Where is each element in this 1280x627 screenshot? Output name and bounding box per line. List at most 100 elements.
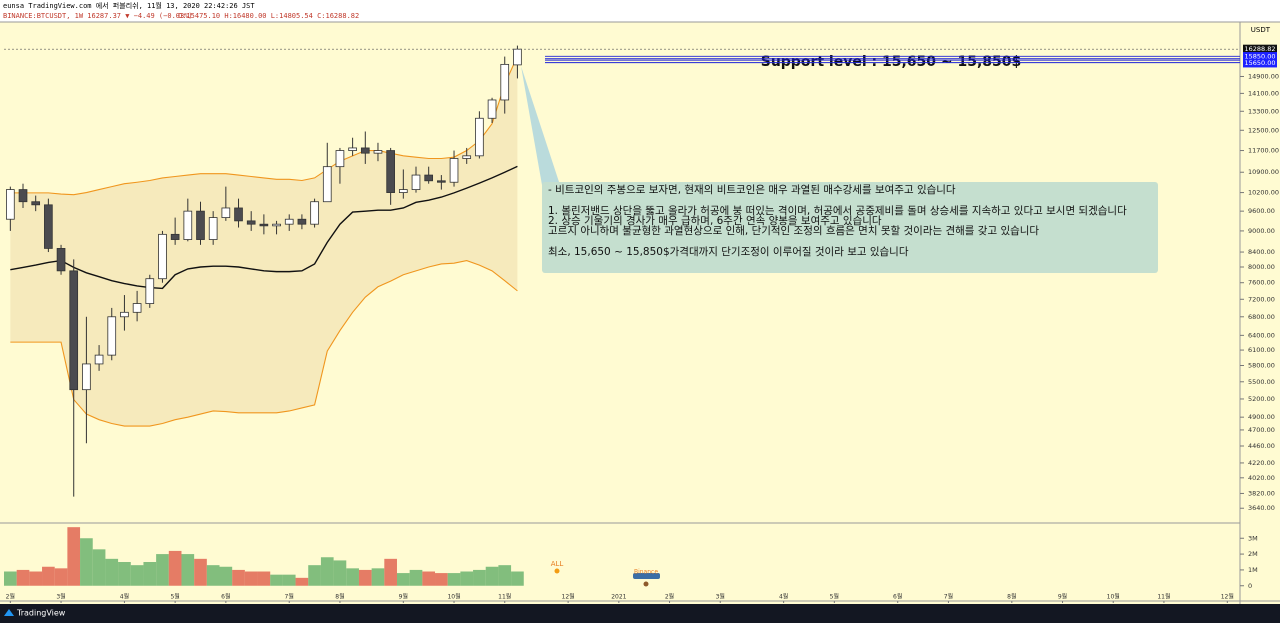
volume-bar [333, 560, 347, 586]
volume-bar [498, 565, 512, 586]
price-label-bg [1243, 52, 1277, 62]
marker-badge [633, 573, 660, 579]
x-tick-label: 7월 [285, 593, 294, 601]
candle-body [234, 207, 243, 222]
x-tick-label: 2021 [611, 594, 626, 601]
support-label: Support level : 15,650 ~ 15,850$ [761, 54, 1022, 70]
x-tick-label: 11월 [498, 593, 511, 601]
candle-body [487, 99, 497, 119]
candle-body [132, 303, 142, 313]
y-tick-label: 11700.00 [1248, 147, 1279, 155]
x-tick-label: 2월 [665, 593, 674, 601]
candle-body [56, 248, 66, 272]
volume-tick-label: 1M [1248, 566, 1258, 574]
price-label: 15850.00 [1244, 53, 1275, 61]
candle-body [18, 189, 28, 203]
volume-bar [16, 569, 30, 586]
annotation-line: - 비트코인의 주봉으로 보자면, 현재의 비트코인은 매우 과열된 매수강세를… [548, 184, 956, 196]
y-tick-label: 8400.00 [1248, 248, 1275, 256]
volume-bar [308, 565, 321, 586]
volume-bar [168, 550, 182, 586]
header-bar [0, 0, 1280, 22]
candle-body [348, 147, 357, 151]
x-tick-label: 11월 [1157, 593, 1170, 601]
y-tick-label: 6400.00 [1248, 331, 1275, 339]
volume-bar [270, 574, 283, 586]
band-middle [10, 165, 518, 290]
marker [554, 568, 560, 574]
y-tick-label: 3640.00 [1248, 504, 1275, 512]
volume-bar [409, 569, 423, 586]
candle-body [145, 278, 155, 304]
volume-tick-label: 2M [1248, 550, 1258, 558]
x-tick-label: 6월 [893, 593, 902, 601]
currency: USDT [1251, 26, 1271, 34]
candle-body [475, 117, 484, 157]
annotation-line: 1. 볼린저밴드 상단을 뚫고 올라가 허공에 붕 떠있는 격이며, 허공에서 … [548, 204, 1127, 217]
volume-bar [384, 558, 397, 586]
volume-bar [105, 558, 119, 586]
symbol: BINANCE:BTCUSDT, 1W 16287.37 ▼ −4.49 (−0… [3, 12, 193, 20]
candle-body [335, 150, 345, 168]
candle-body [297, 218, 307, 225]
y-tick-label: 10200.00 [1248, 189, 1279, 197]
y-tick-label: 12500.00 [1248, 126, 1279, 134]
y-tick-label: 4460.00 [1248, 442, 1275, 450]
x-tick-label: 4월 [779, 593, 788, 601]
y-tick-label: 14900.00 [1248, 72, 1279, 80]
logo [4, 609, 14, 616]
volume-bar [396, 573, 410, 586]
marker-label: Binance [634, 569, 658, 576]
published: eunsa TradingView.com 에서 퍼블리쉬, 11월 13, 2… [3, 1, 255, 10]
marker [643, 581, 649, 587]
candle-body [246, 220, 256, 225]
candle-body [398, 189, 408, 193]
y-tick-label: 14100.00 [1248, 89, 1279, 97]
x-tick-label: 10월 [1107, 593, 1120, 601]
y-tick-label: 9000.00 [1248, 227, 1275, 235]
candle-body [82, 363, 91, 391]
x-tick-label: 3월 [716, 593, 725, 601]
annotation-line: 고르지 아니하며 불균형한 과열현상으로 인해, 단기적인 조정의 흐름은 면치… [548, 224, 1039, 237]
volume-bar [320, 557, 334, 586]
volume-bar [422, 571, 436, 586]
volume-bar [156, 554, 169, 586]
price-label: 16288.82 [1244, 45, 1275, 53]
volume-bar [511, 571, 524, 586]
x-tick-label: 10월 [447, 593, 460, 601]
volume-bar [447, 573, 461, 586]
y-tick-label: 4220.00 [1248, 459, 1275, 467]
annotation-box [542, 182, 1158, 273]
x-tick-label: 6월 [221, 593, 230, 601]
candle-body [107, 316, 117, 356]
volume-bar [29, 571, 43, 586]
candle-body [196, 210, 205, 240]
volume-bar [181, 554, 195, 586]
candle-body [272, 223, 281, 227]
y-tick-label: 9600.00 [1248, 207, 1275, 215]
volume-bar [282, 574, 296, 586]
candle-body [424, 174, 434, 182]
y-tick-label: 6100.00 [1248, 346, 1275, 354]
volume-bar [4, 571, 17, 586]
annotation-line: 2. 상승 기울기의 경사가 매우 급하며, 6주간 연속 양봉을 보여주고 있… [548, 214, 882, 227]
y-tick-label: 8000.00 [1248, 263, 1275, 271]
volume-bar [80, 538, 93, 586]
volume-bar [130, 565, 144, 586]
candle-body [449, 158, 459, 183]
candle-body [462, 155, 472, 159]
x-tick-label: 9월 [1058, 593, 1067, 601]
volume-bar [295, 577, 309, 586]
volume-tick-label: 3M [1248, 534, 1258, 542]
footer-bar [0, 604, 1280, 623]
y-tick-label: 5200.00 [1248, 395, 1275, 403]
volume-bar [257, 571, 271, 586]
y-tick-label: 4020.00 [1248, 474, 1275, 482]
volume-bar [92, 549, 106, 586]
volume-tick-label: 0 [1248, 582, 1252, 590]
candle-body [437, 180, 446, 183]
y-tick-label: 4900.00 [1248, 413, 1275, 421]
y-tick-label: 5800.00 [1248, 362, 1275, 370]
